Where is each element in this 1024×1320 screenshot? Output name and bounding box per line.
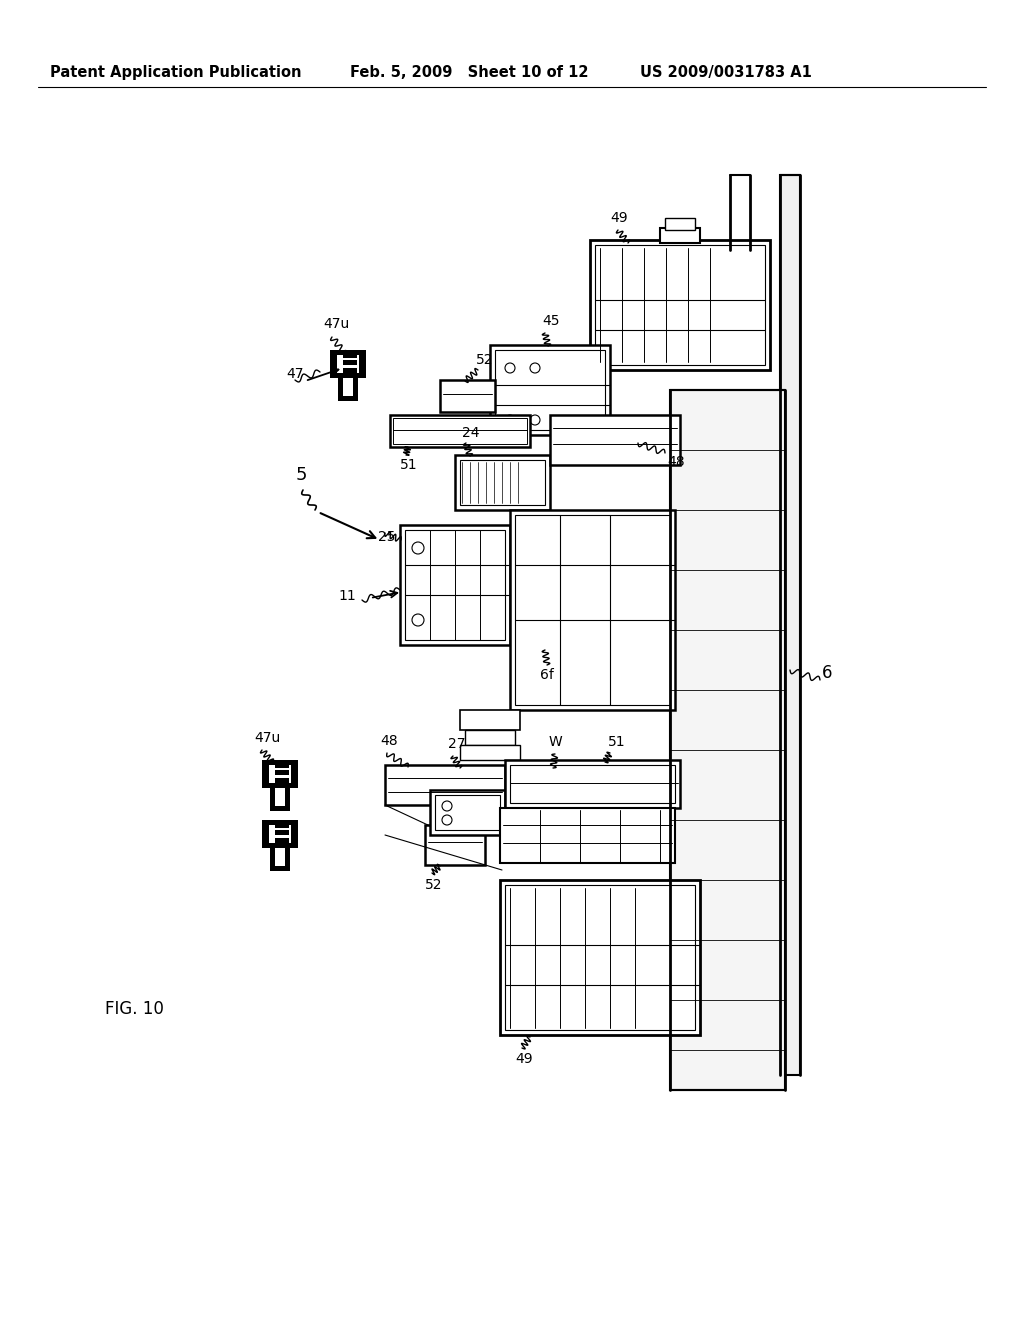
Text: US 2009/0031783 A1: US 2009/0031783 A1: [640, 65, 812, 81]
Text: 51: 51: [608, 735, 626, 748]
Bar: [670, 389, 785, 1090]
Bar: [660, 228, 700, 243]
Bar: [275, 830, 289, 836]
Bar: [285, 788, 290, 807]
Bar: [500, 808, 675, 863]
Bar: [460, 710, 520, 730]
Text: 52: 52: [476, 352, 494, 367]
Bar: [515, 515, 670, 705]
Bar: [510, 766, 675, 803]
Bar: [343, 350, 357, 358]
Bar: [262, 822, 269, 843]
Bar: [406, 531, 505, 640]
Bar: [275, 777, 289, 783]
Bar: [425, 825, 485, 865]
Bar: [490, 345, 610, 436]
Bar: [430, 789, 505, 836]
Text: FIG. 10: FIG. 10: [105, 1001, 164, 1018]
Text: 48: 48: [667, 455, 685, 469]
Text: 47u: 47u: [323, 317, 349, 331]
Bar: [393, 418, 527, 444]
Text: Patent Application Publication: Patent Application Publication: [50, 65, 301, 81]
Text: 49: 49: [610, 211, 628, 224]
Text: 47u: 47u: [254, 731, 281, 744]
Bar: [262, 783, 298, 788]
Text: 49: 49: [515, 1052, 532, 1067]
Bar: [262, 843, 298, 847]
Bar: [262, 820, 298, 825]
Text: 51: 51: [400, 458, 418, 473]
Bar: [270, 847, 275, 866]
Bar: [505, 884, 695, 1030]
Bar: [338, 378, 343, 396]
Bar: [330, 352, 337, 374]
Bar: [343, 368, 357, 374]
Bar: [275, 760, 289, 768]
Bar: [510, 510, 675, 710]
Bar: [353, 378, 358, 396]
Bar: [400, 525, 510, 645]
Bar: [460, 459, 545, 506]
Bar: [550, 414, 680, 465]
Text: 52: 52: [425, 878, 442, 892]
Bar: [595, 246, 765, 366]
Bar: [270, 788, 275, 807]
Bar: [495, 350, 605, 430]
Text: 5: 5: [296, 466, 307, 484]
Text: 6: 6: [822, 664, 833, 682]
Bar: [390, 414, 530, 447]
Bar: [285, 847, 290, 866]
Text: 11: 11: [338, 589, 356, 603]
Text: 27: 27: [449, 737, 466, 751]
Bar: [275, 838, 289, 843]
Text: 25: 25: [378, 531, 395, 544]
Bar: [262, 763, 269, 783]
Text: 45: 45: [542, 314, 559, 327]
Bar: [780, 176, 800, 1074]
Text: Feb. 5, 2009   Sheet 10 of 12: Feb. 5, 2009 Sheet 10 of 12: [350, 65, 589, 81]
Bar: [291, 763, 298, 783]
Bar: [330, 374, 366, 378]
Text: 6f: 6f: [540, 668, 554, 682]
Text: 47: 47: [286, 367, 303, 381]
Bar: [465, 730, 515, 744]
Bar: [385, 766, 505, 805]
Bar: [590, 240, 770, 370]
Text: 48: 48: [380, 734, 397, 748]
Bar: [270, 807, 290, 810]
Bar: [343, 360, 357, 366]
Bar: [440, 380, 495, 412]
Bar: [500, 880, 700, 1035]
Bar: [262, 760, 298, 766]
Bar: [359, 352, 366, 374]
Bar: [435, 795, 500, 830]
Bar: [665, 218, 695, 230]
Bar: [291, 822, 298, 843]
Bar: [460, 744, 520, 760]
Bar: [275, 770, 289, 775]
Bar: [270, 866, 290, 871]
Bar: [275, 820, 289, 828]
Bar: [338, 396, 358, 401]
Bar: [330, 350, 366, 355]
Bar: [505, 760, 680, 808]
Bar: [455, 455, 550, 510]
Text: 24: 24: [462, 426, 479, 440]
Text: W: W: [549, 735, 563, 748]
